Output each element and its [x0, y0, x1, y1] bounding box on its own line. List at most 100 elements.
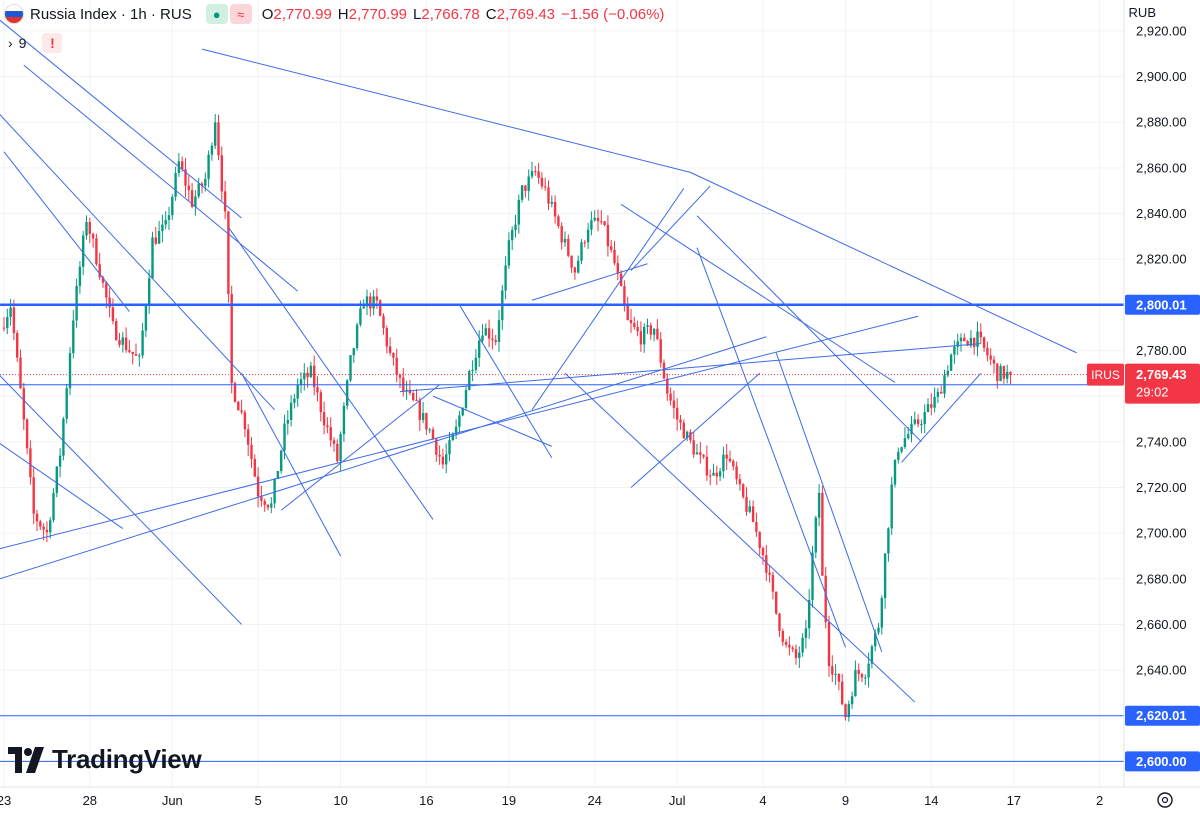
market-status-icon[interactable]: ● [205, 4, 228, 24]
candle-body [491, 338, 494, 341]
trendline[interactable] [0, 346, 242, 625]
candle-body [435, 439, 438, 455]
level-label-bg [1125, 751, 1200, 772]
warning-icon[interactable]: ! [42, 33, 63, 53]
candle-body [953, 346, 956, 355]
x-tick-label: 16 [419, 793, 433, 808]
indicator-count[interactable]: › 9 [2, 33, 32, 53]
trendline[interactable] [3, 151, 130, 312]
candle-body [537, 171, 540, 178]
trendline[interactable] [690, 171, 1077, 354]
candle-body [468, 371, 471, 390]
candle-body [639, 331, 643, 345]
trendline[interactable] [696, 215, 922, 443]
candle-body [870, 646, 874, 664]
tradingview-logo[interactable]: TradingView [8, 744, 202, 775]
candle-body [913, 419, 916, 424]
indicators-toggle[interactable]: › 9 ! [2, 32, 63, 54]
x-tick-label: Jul [669, 793, 686, 808]
candle-body [1002, 366, 1006, 379]
trendline[interactable] [0, 76, 275, 411]
symbol-title[interactable]: Russia Index · 1h · RUS [30, 5, 192, 23]
trendline[interactable] [227, 226, 434, 520]
time-axis[interactable]: 23 28 Jun 5 10 16 19 24 Jul 4 9 14 17 2 [0, 786, 1200, 810]
trendline[interactable] [531, 188, 685, 411]
candle-body [362, 306, 365, 309]
trendline[interactable] [901, 372, 982, 463]
candle-body [134, 354, 138, 356]
candle-body [771, 574, 775, 592]
candle-body [557, 216, 560, 227]
trendlines[interactable] [0, 0, 1077, 703]
level-label-bg [1125, 705, 1200, 726]
trendline[interactable] [0, 424, 124, 529]
settings-icon[interactable] [1157, 792, 1173, 808]
trendline[interactable] [458, 304, 553, 459]
trendline[interactable] [23, 64, 299, 292]
wave-icon[interactable]: ≈ [229, 4, 252, 24]
candle-body [511, 230, 514, 241]
trendline[interactable] [620, 203, 896, 383]
candle-body [415, 400, 418, 402]
candle-body [728, 458, 732, 462]
candle-body [157, 231, 161, 244]
candle-body [217, 122, 220, 156]
russia-flag-icon [4, 4, 24, 24]
trendline[interactable] [630, 185, 711, 271]
candle-body [959, 337, 963, 342]
candle-body [121, 337, 124, 345]
candle-body [738, 479, 742, 485]
candle-body [844, 704, 847, 718]
trendline[interactable] [0, 336, 767, 588]
high-value: 2,770.99 [348, 5, 408, 23]
candle-body [837, 673, 841, 682]
candle-body [979, 331, 982, 338]
candle-body [32, 477, 35, 514]
candle-body [973, 337, 976, 347]
y-tick-label: 2,680.00 [1136, 571, 1187, 586]
candle-body [316, 387, 319, 393]
x-tick-label: 17 [1007, 793, 1021, 808]
candle-body [326, 425, 329, 428]
trendline[interactable] [399, 343, 981, 393]
candle-body [448, 440, 451, 455]
y-tick-label: 2,900.00 [1136, 69, 1187, 84]
candle-body [365, 296, 369, 307]
trendline[interactable] [696, 247, 846, 648]
trendline[interactable] [201, 48, 691, 173]
candle-body [910, 423, 913, 435]
y-tick-label: 2,720.00 [1136, 480, 1187, 495]
trendline[interactable] [775, 352, 883, 653]
trendline[interactable] [0, 315, 919, 556]
candle-body [775, 591, 778, 614]
trendline[interactable] [0, 0, 242, 219]
candle-body [930, 404, 933, 408]
y-tick-label: 2,840.00 [1136, 206, 1187, 221]
candle-body [108, 297, 111, 308]
trendline[interactable] [564, 372, 916, 703]
candle-body [280, 450, 283, 472]
trendline[interactable] [630, 372, 761, 488]
countdown-label: 29:02 [1136, 385, 1169, 400]
candle-body [167, 215, 171, 220]
current-price-label-bg [1125, 363, 1200, 404]
candle-body [484, 328, 487, 336]
candle-body [897, 451, 900, 460]
candle-body [880, 598, 883, 628]
candle-body [603, 221, 606, 225]
candle-body [299, 379, 303, 385]
candle-body [672, 400, 676, 408]
candle-body [798, 652, 801, 658]
currency-label[interactable]: RUB [1128, 5, 1156, 20]
trendline[interactable] [241, 373, 342, 557]
trendline[interactable] [432, 395, 552, 447]
candle-body [141, 330, 144, 356]
trendline[interactable] [280, 384, 440, 511]
candle-body [91, 233, 95, 239]
candle-body [735, 466, 738, 480]
candle-body [996, 363, 999, 382]
candle-body [593, 217, 596, 221]
